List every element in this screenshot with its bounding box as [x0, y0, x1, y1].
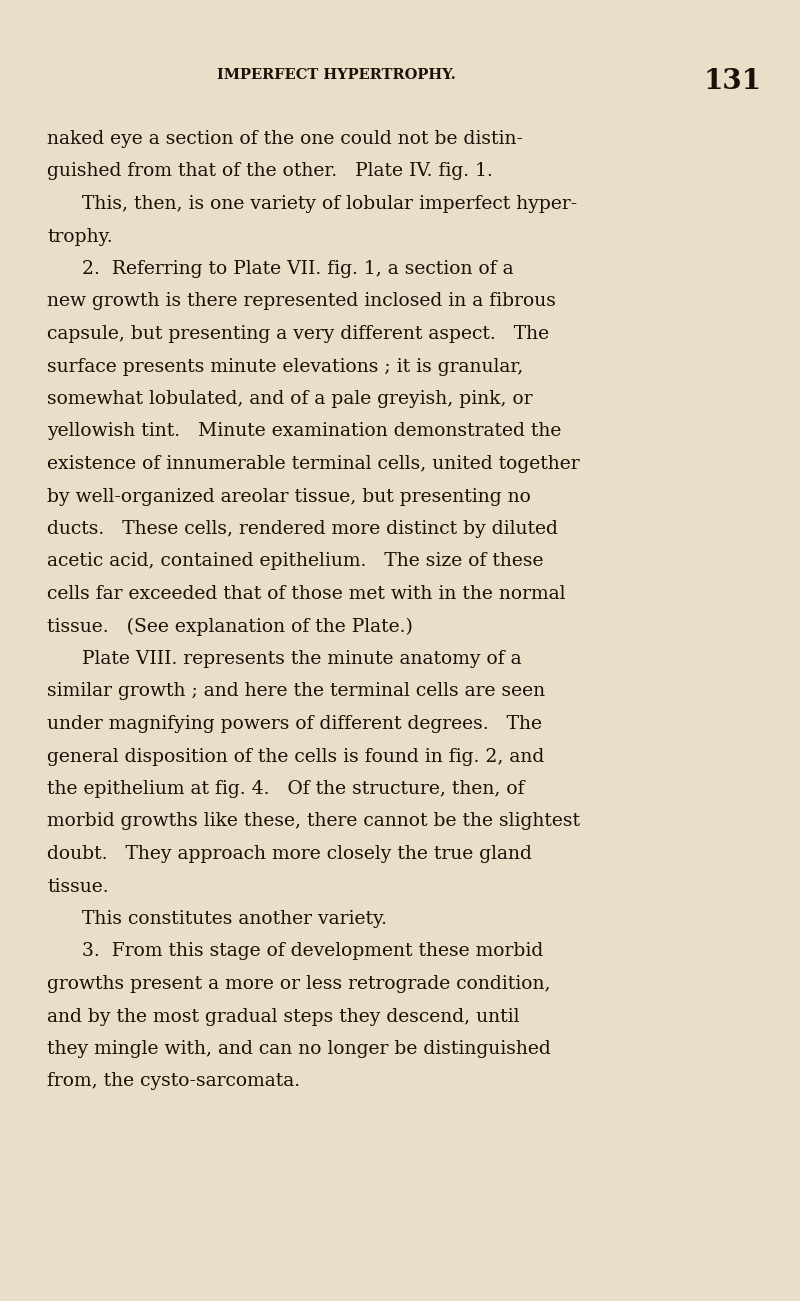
Text: tissue.: tissue.	[47, 877, 109, 895]
Text: naked eye a section of the one could not be distin-: naked eye a section of the one could not…	[47, 130, 523, 148]
Text: by well-organized areolar tissue, but presenting no: by well-organized areolar tissue, but pr…	[47, 488, 531, 506]
Text: new growth is there represented inclosed in a fibrous: new growth is there represented inclosed…	[47, 293, 556, 311]
Text: similar growth ; and here the terminal cells are seen: similar growth ; and here the terminal c…	[47, 683, 545, 700]
Text: trophy.: trophy.	[47, 228, 113, 246]
Text: under magnifying powers of different degrees.   The: under magnifying powers of different deg…	[47, 716, 542, 732]
Text: general disposition of the cells is found in fig. 2, and: general disposition of the cells is foun…	[47, 748, 544, 765]
Text: IMPERFECT HYPERTROPHY.: IMPERFECT HYPERTROPHY.	[217, 68, 455, 82]
Text: somewhat lobulated, and of a pale greyish, pink, or: somewhat lobulated, and of a pale greyis…	[47, 390, 533, 409]
Text: 131: 131	[704, 68, 762, 95]
Text: guished from that of the other.   Plate IV. fig. 1.: guished from that of the other. Plate IV…	[47, 163, 493, 181]
Text: from, the cysto-sarcomata.: from, the cysto-sarcomata.	[47, 1072, 300, 1090]
Text: This, then, is one variety of lobular imperfect hyper-: This, then, is one variety of lobular im…	[82, 195, 578, 213]
Text: they mingle with, and can no longer be distinguished: they mingle with, and can no longer be d…	[47, 1039, 550, 1058]
Text: growths present a more or less retrograde condition,: growths present a more or less retrograd…	[47, 974, 550, 993]
Text: Plate VIII. represents the minute anatomy of a: Plate VIII. represents the minute anatom…	[82, 650, 522, 667]
Text: tissue.   (See explanation of the Plate.): tissue. (See explanation of the Plate.)	[47, 618, 413, 636]
Text: 3.  From this stage of development these morbid: 3. From this stage of development these …	[82, 942, 543, 960]
Text: capsule, but presenting a very different aspect.   The: capsule, but presenting a very different…	[47, 325, 549, 343]
Text: existence of innumerable terminal cells, united together: existence of innumerable terminal cells,…	[47, 455, 580, 474]
Text: acetic acid, contained epithelium.   The size of these: acetic acid, contained epithelium. The s…	[47, 553, 543, 571]
Text: yellowish tint.   Minute examination demonstrated the: yellowish tint. Minute examination demon…	[47, 423, 562, 441]
Text: surface presents minute elevations ; it is granular,: surface presents minute elevations ; it …	[47, 358, 523, 376]
Text: and by the most gradual steps they descend, until: and by the most gradual steps they desce…	[47, 1007, 519, 1025]
Text: This constitutes another variety.: This constitutes another variety.	[82, 909, 387, 928]
Text: morbid growths like these, there cannot be the slightest: morbid growths like these, there cannot …	[47, 813, 580, 830]
Text: 2.  Referring to Plate VII. fig. 1, a section of a: 2. Referring to Plate VII. fig. 1, a sec…	[82, 260, 514, 278]
Text: ducts.   These cells, rendered more distinct by diluted: ducts. These cells, rendered more distin…	[47, 520, 558, 539]
Text: the epithelium at fig. 4.   Of the structure, then, of: the epithelium at fig. 4. Of the structu…	[47, 781, 525, 798]
Text: cells far exceeded that of those met with in the normal: cells far exceeded that of those met wit…	[47, 585, 566, 602]
Text: doubt.   They approach more closely the true gland: doubt. They approach more closely the tr…	[47, 846, 532, 863]
